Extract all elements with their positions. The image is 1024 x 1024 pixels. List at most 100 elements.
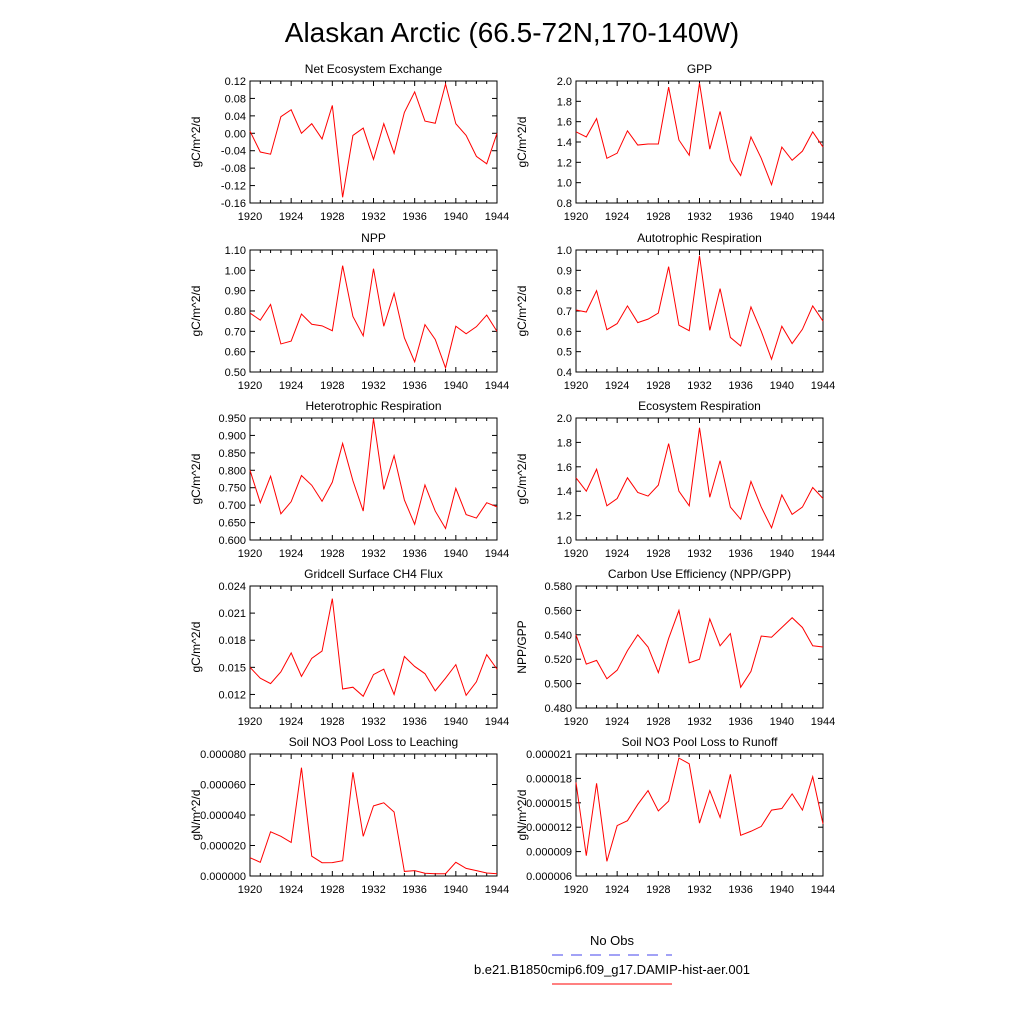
panel-1: Net Ecosystem Exchange gC/m^2/d -0.16 -0.12… xyxy=(189,62,509,223)
x-tick-label: 1924 xyxy=(279,716,303,728)
y-tick-label: 0.012 xyxy=(218,689,246,701)
y-tick-label: 0.600 xyxy=(218,535,246,547)
x-tick-label: 1932 xyxy=(361,548,385,560)
x-tick-label: 1928 xyxy=(320,716,344,728)
plot-frame xyxy=(249,753,498,877)
y-tick-label: 0.015 xyxy=(218,662,246,674)
series-line xyxy=(575,255,824,361)
x-tick-label: 1936 xyxy=(728,716,752,728)
x-tick-label: 1932 xyxy=(687,211,711,223)
x-tick-label: 1924 xyxy=(605,548,629,560)
y-tick-label: 0.000015 xyxy=(526,798,572,810)
x-tick-label: 1944 xyxy=(485,716,509,728)
x-tick-label: 1932 xyxy=(687,884,711,896)
x-tick-label: 1924 xyxy=(279,548,303,560)
x-tick-label: 1932 xyxy=(687,380,711,392)
x-tick-label: 1924 xyxy=(605,716,629,728)
y-axis-label: NPP/GPP xyxy=(515,620,529,673)
y-axis-label: gC/m^2/d xyxy=(515,286,529,337)
panel-title: Ecosystem Respiration xyxy=(638,399,761,413)
x-tick-label: 1944 xyxy=(485,211,509,223)
y-tick-label: 0.8 xyxy=(557,286,572,298)
panel-7: Gridcell Surface CH4 Flux gC/m^2/d 0.012 0.… xyxy=(189,567,509,728)
y-tick-label: 0.000080 xyxy=(200,749,246,761)
x-tick-label: 1936 xyxy=(402,211,426,223)
panel-10: Soil NO3 Pool Loss to RunoffgN/m^2/d0.00… xyxy=(515,735,835,896)
figure-title: Alaskan Arctic (66.5-72N,170-140W) xyxy=(285,17,739,48)
series-line xyxy=(575,608,824,689)
x-tick-label: 1944 xyxy=(811,548,835,560)
x-tick-label: 1928 xyxy=(646,211,670,223)
y-tick-label: 0.000009 xyxy=(526,847,572,859)
x-tick-label: 1932 xyxy=(361,380,385,392)
x-tick-label: 1932 xyxy=(361,884,385,896)
x-tick-label: 1928 xyxy=(320,380,344,392)
x-tick-label: 1920 xyxy=(238,716,262,728)
plot-frame xyxy=(249,80,498,204)
x-tick-label: 1944 xyxy=(485,884,509,896)
y-tick-label: 0.000021 xyxy=(526,749,572,761)
y-tick-label: 2.0 xyxy=(557,413,572,425)
x-tick-label: 1920 xyxy=(564,716,588,728)
plot-frame xyxy=(575,417,824,541)
panel-title: NPP xyxy=(361,231,386,245)
panel-title: GPP xyxy=(687,62,712,76)
x-tick-label: 1936 xyxy=(402,884,426,896)
y-tick-label: -0.16 xyxy=(221,198,246,210)
x-tick-label: 1940 xyxy=(770,380,794,392)
series-line xyxy=(249,767,498,875)
series-line xyxy=(249,265,498,370)
y-tick-label: 0.650 xyxy=(218,518,246,530)
y-tick-label: 0.000020 xyxy=(200,841,246,853)
y-tick-label: -0.08 xyxy=(221,163,246,175)
legend-label-no-obs: No Obs xyxy=(590,933,635,948)
y-tick-label: 0.021 xyxy=(218,608,246,620)
y-tick-label: 0.480 xyxy=(544,703,572,715)
y-tick-label: 0.000040 xyxy=(200,810,246,822)
x-tick-label: 1928 xyxy=(646,548,670,560)
x-tick-label: 1944 xyxy=(811,716,835,728)
x-tick-label: 1936 xyxy=(402,380,426,392)
x-tick-label: 1920 xyxy=(238,211,262,223)
x-tick-label: 1924 xyxy=(279,380,303,392)
x-tick-label: 1920 xyxy=(564,548,588,560)
plot-frame xyxy=(249,249,498,373)
y-tick-label: 0.6 xyxy=(557,326,572,338)
y-tick-label: 2.0 xyxy=(557,76,572,88)
x-tick-label: 1936 xyxy=(728,380,752,392)
panel-4: Autotrophic Respiration gC/m^2/d 0.4 0.5 0.6… xyxy=(515,231,835,392)
y-tick-label: 0.000018 xyxy=(526,773,572,785)
x-tick-label: 1932 xyxy=(687,548,711,560)
y-tick-label: 0.9 xyxy=(557,265,572,277)
plot-frame xyxy=(575,585,824,709)
y-tick-label: 1.6 xyxy=(557,117,572,129)
y-tick-label: 1.0 xyxy=(557,245,572,257)
x-tick-label: 1928 xyxy=(646,716,670,728)
series-line xyxy=(575,427,824,530)
legend-label-run: b.e21.B1850cmip6.f09_g17.DAMIP-hist-aer.… xyxy=(474,962,750,977)
x-tick-label: 1928 xyxy=(320,884,344,896)
y-tick-label: 0.5 xyxy=(557,347,572,359)
x-tick-label: 1944 xyxy=(811,380,835,392)
y-tick-label: 1.00 xyxy=(225,265,246,277)
y-tick-label: 0.700 xyxy=(218,500,246,512)
y-tick-label: 1.8 xyxy=(557,437,572,449)
plot-frame xyxy=(575,753,824,877)
x-tick-label: 1928 xyxy=(320,211,344,223)
x-tick-label: 1940 xyxy=(444,716,468,728)
x-tick-label: 1920 xyxy=(238,548,262,560)
panel-2: GPP gC/m^2/d 0.8 1.0 1.2 1.4 1.6 1.8 2.0 1920 1924… xyxy=(515,62,835,223)
x-tick-label: 1932 xyxy=(361,716,385,728)
y-tick-label: 0.500 xyxy=(544,679,572,691)
y-tick-label: 0.800 xyxy=(218,465,246,477)
y-tick-label: 0.000012 xyxy=(526,822,572,834)
x-tick-label: 1944 xyxy=(811,884,835,896)
x-tick-label: 1928 xyxy=(320,548,344,560)
y-tick-label: -0.04 xyxy=(221,146,246,158)
x-tick-label: 1944 xyxy=(485,380,509,392)
x-tick-label: 1940 xyxy=(444,884,468,896)
panel-title: Soil NO3 Pool Loss to Runoff xyxy=(622,735,779,749)
y-tick-label: 0.60 xyxy=(225,347,246,359)
x-tick-label: 1928 xyxy=(646,380,670,392)
